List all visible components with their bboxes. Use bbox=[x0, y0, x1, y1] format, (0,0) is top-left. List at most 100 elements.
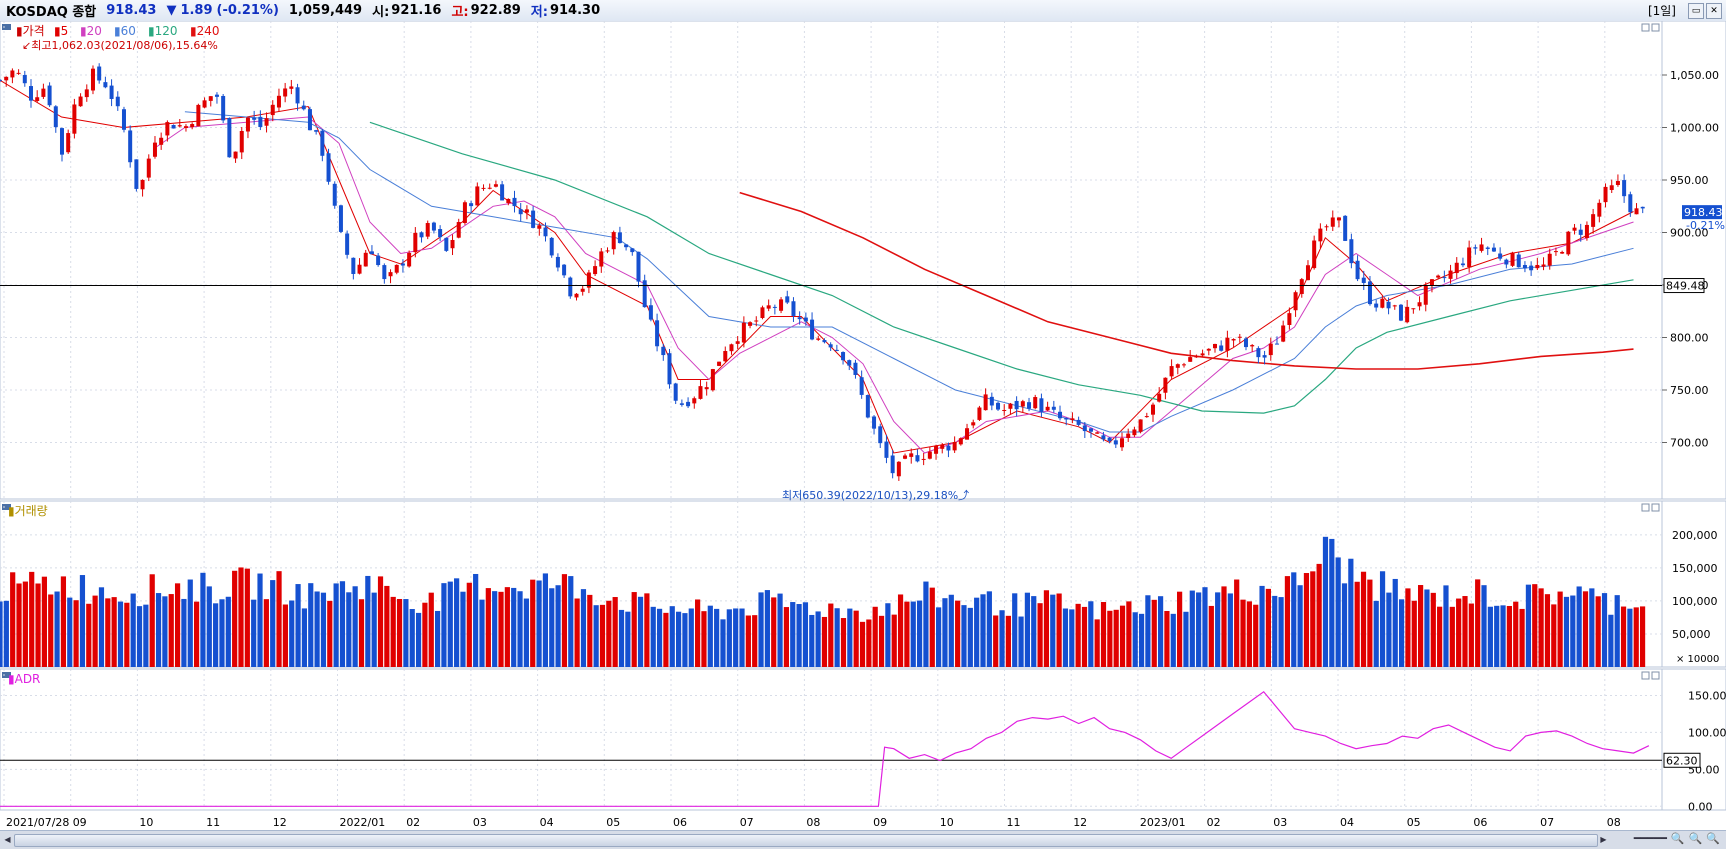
candle-body bbox=[698, 386, 703, 399]
volume-bar bbox=[92, 595, 98, 667]
volume-bar bbox=[1208, 605, 1214, 667]
volume-bar bbox=[365, 575, 371, 667]
candle-body bbox=[493, 184, 498, 187]
candle-body bbox=[1033, 397, 1038, 409]
candle-body bbox=[785, 296, 790, 303]
candle-body bbox=[549, 237, 554, 256]
volume-bar bbox=[1544, 594, 1551, 667]
chart-scrollbar[interactable]: ◀ ▶ ━━━━━ 🔍 🔍 🔍 bbox=[0, 830, 1726, 849]
volume-bar bbox=[1062, 608, 1069, 667]
y-tick-label: 1,050.00 bbox=[1670, 69, 1719, 82]
volume-bar bbox=[105, 598, 111, 667]
volume-bar bbox=[320, 592, 327, 667]
adr-reference-label: 62.30 bbox=[1666, 754, 1698, 767]
period-selector[interactable]: [1일] bbox=[1647, 4, 1676, 18]
volume-bar bbox=[1386, 592, 1392, 667]
candle-body bbox=[208, 96, 213, 101]
candle-body bbox=[1181, 364, 1186, 366]
candle-body bbox=[28, 86, 33, 101]
volume-bar bbox=[498, 591, 504, 667]
volume-bar bbox=[625, 611, 631, 667]
low-value: 914.30 bbox=[549, 3, 601, 18]
candle-body bbox=[543, 227, 548, 237]
axis-frame-1 bbox=[1661, 21, 1726, 500]
volume-bar bbox=[1354, 581, 1360, 667]
scroll-thumb[interactable] bbox=[14, 834, 1598, 847]
volume-bar bbox=[1468, 603, 1474, 667]
volume-bar bbox=[1291, 572, 1297, 667]
x-tick-label: 04 bbox=[1340, 816, 1354, 829]
volume-bar bbox=[1259, 585, 1265, 667]
scroll-left-icon[interactable]: ◀ bbox=[4, 835, 11, 844]
x-tick-label: 04 bbox=[540, 816, 554, 829]
zoom-slider[interactable]: ━━━━━ bbox=[1633, 832, 1667, 845]
candle-body bbox=[221, 95, 226, 121]
volume-bar bbox=[1202, 587, 1208, 667]
volume-bar bbox=[631, 592, 637, 667]
candle-body bbox=[518, 209, 523, 215]
volume-bar bbox=[555, 585, 561, 667]
restore-icon[interactable]: ▭ bbox=[1688, 2, 1704, 19]
volume-bar bbox=[828, 603, 834, 667]
candle-body bbox=[183, 126, 188, 129]
candle-body bbox=[667, 353, 672, 385]
volume-bar bbox=[1145, 595, 1151, 667]
candle-body bbox=[760, 307, 765, 319]
candle-body bbox=[1535, 264, 1540, 269]
volume-bar bbox=[1424, 589, 1430, 667]
volume-bar bbox=[327, 600, 333, 667]
candle-body bbox=[927, 451, 932, 459]
volume-bar bbox=[86, 603, 92, 667]
candle-body bbox=[109, 85, 114, 99]
candle-body bbox=[1367, 281, 1372, 305]
candle-body bbox=[1374, 303, 1379, 308]
zoom-reset-icon[interactable]: 🔍 bbox=[1706, 832, 1720, 845]
candle-body bbox=[958, 438, 963, 445]
candle-body bbox=[1231, 339, 1236, 341]
candle-body bbox=[152, 142, 157, 157]
candle-body bbox=[1553, 251, 1558, 253]
volume-bar bbox=[1278, 597, 1284, 667]
x-tick-label: 09 bbox=[73, 816, 87, 829]
candle-body bbox=[214, 94, 219, 97]
x-tick-label: 02 bbox=[406, 816, 420, 829]
zoom-in-icon[interactable]: 🔍 bbox=[1670, 832, 1685, 845]
volume-bar bbox=[707, 605, 713, 667]
y-tick-label: 200,000 bbox=[1672, 529, 1718, 542]
volume-bar bbox=[955, 600, 961, 667]
volume-bar bbox=[587, 594, 593, 667]
volume-bar bbox=[1316, 563, 1322, 667]
candle-body bbox=[1324, 226, 1329, 228]
legend-ma240: ▮240 bbox=[190, 24, 220, 38]
volume-bar bbox=[853, 610, 859, 667]
volume-bar bbox=[891, 614, 897, 667]
candle-body bbox=[233, 151, 238, 159]
volume-bar bbox=[974, 597, 980, 667]
candle-body bbox=[1082, 425, 1087, 432]
volume-bar bbox=[1297, 585, 1303, 667]
candle-body bbox=[772, 306, 777, 308]
volume-bar bbox=[669, 606, 675, 667]
panel-frame-3 bbox=[0, 668, 1663, 811]
volume-bar bbox=[48, 594, 54, 667]
panel-close-icon bbox=[1651, 503, 1660, 512]
scroll-right-icon[interactable]: ▶ bbox=[1600, 835, 1607, 844]
volume-bar bbox=[346, 592, 352, 667]
candle-body bbox=[320, 130, 325, 156]
candle-body bbox=[977, 407, 982, 420]
candle-body bbox=[1027, 402, 1032, 409]
candle-body bbox=[103, 82, 108, 88]
volume-bar bbox=[1081, 606, 1088, 667]
volume-bar bbox=[1037, 603, 1043, 667]
volume-bar bbox=[1170, 613, 1176, 667]
volume-bar bbox=[295, 584, 301, 667]
volume-bar bbox=[485, 588, 491, 667]
close-icon[interactable]: ✕ bbox=[1706, 2, 1722, 19]
stock-chart[interactable]: 2021/07/28 09 10 11 12 2022/01 02 03 04 05 06 07 08 0… bbox=[0, 21, 1726, 830]
candle-body bbox=[1522, 265, 1527, 269]
volume-bar bbox=[1272, 595, 1278, 667]
volume-bar bbox=[1576, 586, 1582, 667]
zoom-out-icon[interactable]: 🔍 bbox=[1688, 832, 1703, 845]
volume-bar bbox=[834, 608, 840, 667]
volume-bar bbox=[181, 598, 187, 667]
